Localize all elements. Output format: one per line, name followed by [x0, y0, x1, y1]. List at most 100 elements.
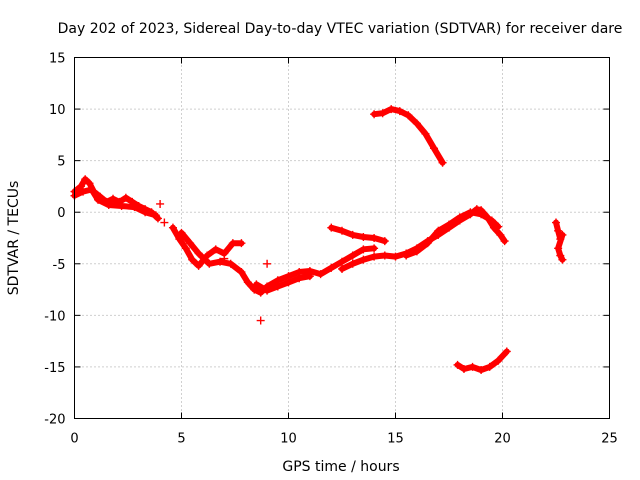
data-point	[228, 239, 237, 248]
data-point	[378, 109, 387, 118]
data-point	[94, 195, 103, 204]
data-point	[402, 251, 411, 260]
data-point	[391, 252, 400, 261]
data-point	[370, 110, 379, 119]
data-point	[466, 208, 475, 217]
data-point	[130, 203, 139, 212]
series-arc-7	[370, 105, 447, 167]
data-point	[305, 272, 314, 281]
data-point	[556, 251, 565, 260]
x-tick-label: 10	[280, 432, 297, 447]
data-point	[121, 193, 130, 202]
data-point	[359, 255, 368, 264]
data-point	[359, 232, 368, 241]
data-point	[387, 105, 396, 114]
outlier-point	[220, 254, 229, 263]
data-point	[380, 251, 389, 260]
data-point	[186, 239, 195, 248]
data-point	[434, 226, 443, 235]
data-point	[250, 285, 259, 294]
data-point	[273, 282, 282, 291]
x-axis-title: GPS time / hours	[282, 459, 399, 475]
y-tick-label: 0	[57, 206, 65, 221]
data-point	[370, 244, 379, 253]
data-point	[338, 226, 346, 235]
x-tick-label: 15	[387, 432, 404, 447]
data-point	[554, 244, 563, 253]
data-point	[412, 119, 421, 128]
y-tick-label: 15	[49, 52, 66, 67]
data-point	[79, 187, 88, 196]
y-tick-label: -15	[44, 361, 65, 376]
data-point	[211, 245, 220, 254]
x-tick-label: 5	[177, 432, 185, 447]
chart-title: Day 202 of 2023, Sidereal Day-to-day VTE…	[58, 21, 623, 37]
data-point	[380, 237, 389, 246]
data-point	[404, 111, 413, 120]
data-point	[359, 245, 368, 254]
data-point	[485, 362, 494, 371]
y-tick-label: 10	[49, 103, 66, 118]
data-point	[494, 222, 503, 231]
data-point	[151, 211, 160, 220]
data-point	[348, 259, 357, 268]
data-point	[370, 234, 379, 242]
data-point	[556, 235, 565, 244]
series-trace	[328, 224, 388, 245]
axis-ticks: 0 5 10 15 20 25 -20 -15 -10 -5 0 5 10 15	[44, 52, 618, 447]
data-point	[445, 220, 453, 229]
data-point	[295, 274, 304, 283]
outlier-point	[160, 218, 169, 227]
data-point	[455, 213, 464, 222]
data-point	[554, 226, 563, 235]
series-trace	[553, 219, 566, 263]
series-arc-9	[552, 218, 567, 264]
data-point	[85, 179, 94, 188]
data-point	[141, 208, 150, 217]
outlier-point	[156, 199, 165, 208]
outlier-point	[256, 316, 265, 325]
data-point	[494, 356, 503, 365]
data-points	[70, 105, 567, 375]
data-point	[453, 360, 462, 369]
data-point	[423, 239, 432, 248]
plot-frame	[74, 57, 610, 419]
series-arc-8	[453, 347, 511, 375]
data-point	[395, 107, 404, 116]
x-tick-label: 25	[601, 432, 618, 447]
data-point	[370, 252, 379, 261]
outlier-point	[263, 259, 272, 268]
series-trace	[403, 209, 502, 259]
y-tick-label: -20	[44, 413, 65, 428]
data-point	[81, 175, 90, 184]
data-point	[104, 200, 113, 209]
data-point	[243, 278, 252, 287]
y-axis-title: SDTVAR / TECUs	[6, 181, 22, 296]
series-arc-3	[177, 228, 379, 297]
data-point	[175, 235, 184, 244]
data-point	[552, 218, 560, 227]
data-point	[237, 268, 246, 277]
data-point	[327, 263, 336, 272]
series-arc-5	[327, 223, 389, 246]
data-point	[284, 278, 293, 287]
y-tick-label: 5	[57, 155, 65, 170]
data-point	[348, 230, 357, 239]
data-point	[327, 223, 336, 232]
data-point	[558, 255, 567, 264]
data-point	[500, 237, 509, 246]
data-point	[194, 249, 203, 258]
data-point	[459, 364, 468, 373]
data-point	[252, 280, 261, 289]
y-tick-label: -5	[53, 258, 66, 273]
data-point	[468, 362, 477, 371]
data-point	[430, 144, 439, 153]
x-tick-label: 0	[70, 432, 78, 447]
data-point	[226, 259, 235, 268]
data-point	[188, 255, 197, 264]
data-point	[109, 194, 118, 203]
series-arc-4	[252, 272, 314, 295]
data-point	[194, 261, 203, 270]
data-point	[216, 257, 225, 266]
